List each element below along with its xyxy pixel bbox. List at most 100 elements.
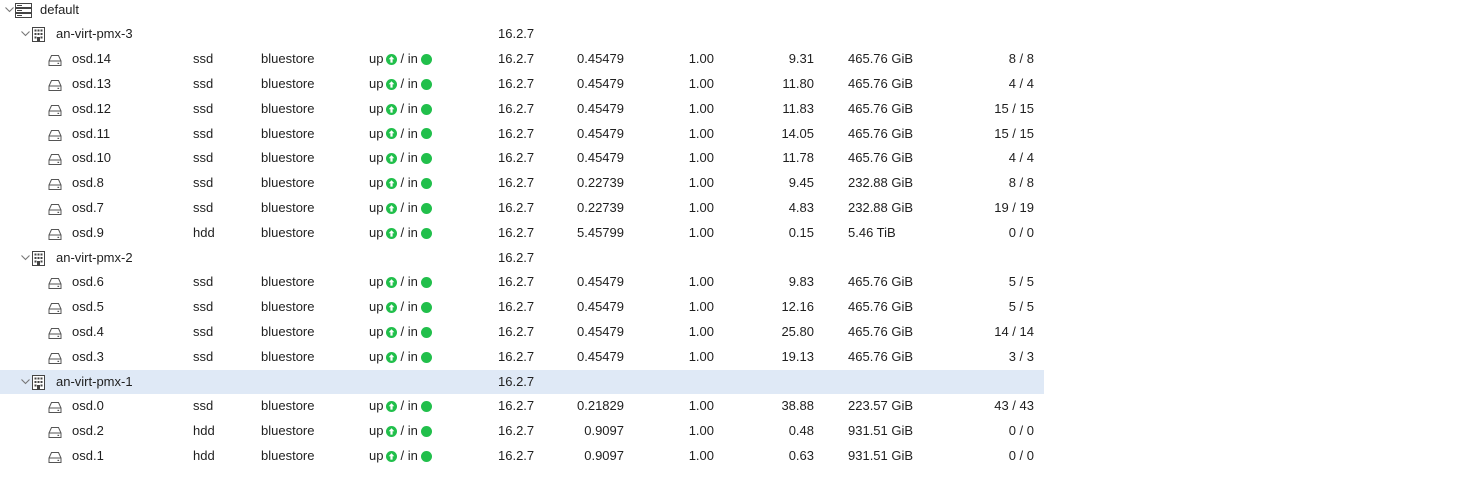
- osd-reweight: 1.00: [688, 125, 714, 141]
- osd-device-class: hdd: [193, 423, 215, 439]
- host-row-an-virt-pmx-1[interactable]: an-virt-pmx-1 16.2.7: [0, 369, 1459, 395]
- arrow-up-circle-icon: [386, 450, 398, 462]
- osd-row[interactable]: osd.3 ssd bluestore up / in 16.2.7 0.45479 1.00…: [0, 345, 1459, 370]
- osd-pgs: 0 / 0: [1008, 448, 1034, 463]
- osd-size: 465.76 GiB: [848, 100, 914, 116]
- osd-device-class: ssd: [193, 348, 214, 364]
- status-up-label: up: [369, 150, 384, 166]
- chevron-down-icon[interactable]: [20, 376, 32, 388]
- osd-row[interactable]: osd.5 ssd bluestore up / in 16.2.7 0.45479 1.00…: [0, 295, 1459, 320]
- osd-device-class: ssd: [193, 51, 214, 67]
- osd-type: bluestore: [261, 324, 315, 339]
- osd-status: up / in: [369, 444, 435, 469]
- osd-row[interactable]: osd.4 ssd bluestore up / in 16.2.7 0.45479 1.00…: [0, 320, 1459, 345]
- building-icon: [32, 27, 45, 43]
- osd-type: bluestore: [261, 224, 315, 240]
- osd-row[interactable]: osd.10 ssd bluestore up / in 16.2.7 0.45479 1.0…: [0, 146, 1459, 171]
- osd-version: 16.2.7: [498, 324, 535, 339]
- osd-weight: 0.9097: [584, 448, 624, 463]
- osd-name: osd.3: [72, 348, 104, 364]
- osd-row[interactable]: osd.9 hdd bluestore up / in 16.2.7 5.45799 1.00…: [0, 221, 1459, 246]
- osd-reweight: 1.00: [688, 76, 714, 91]
- chevron-down-icon[interactable]: [20, 252, 32, 264]
- osd-type: bluestore: [261, 200, 315, 215]
- host-row-an-virt-pmx-2[interactable]: an-virt-pmx-2 16.2.7: [0, 246, 1459, 271]
- osd-row[interactable]: osd.13 ssd bluestore up / in 16.2.7 0.45479 1.0…: [0, 72, 1459, 97]
- status-up-label: up: [369, 348, 384, 364]
- osd-type: bluestore: [261, 299, 315, 315]
- server-rack-icon: [15, 2, 32, 18]
- osd-pgs: 0 / 0: [1008, 423, 1034, 439]
- host-row-an-virt-pmx-3[interactable]: an-virt-pmx-3 16.2.7: [0, 22, 1459, 47]
- status-up-label: up: [369, 224, 384, 240]
- osd-latency: 11.78: [782, 150, 814, 166]
- osd-row[interactable]: osd.11 ssd bluestore up / in 16.2.7 0.45479 1.0…: [0, 122, 1459, 147]
- host-version: 16.2.7: [498, 26, 535, 42]
- osd-latency: 25.80: [781, 324, 814, 339]
- osd-type: bluestore: [261, 175, 315, 191]
- osd-weight: 0.45479: [577, 76, 624, 91]
- osd-device-class: ssd: [193, 299, 214, 315]
- status-in-label: / in: [400, 348, 418, 364]
- tree-root-row[interactable]: default: [0, 0, 1459, 22]
- green-dot-icon: [420, 302, 432, 314]
- osd-name: osd.14: [72, 51, 112, 67]
- osd-size: 232.88 GiB: [848, 175, 914, 191]
- host-name: an-virt-pmx-2: [56, 249, 133, 265]
- osd-pgs: 4 / 4: [1008, 150, 1034, 166]
- osd-row[interactable]: osd.12 ssd bluestore up / in 16.2.7 0.45479 1.0…: [0, 97, 1459, 122]
- osd-device-class: ssd: [193, 398, 214, 414]
- osd-pgs: 3 / 3: [1008, 348, 1034, 364]
- status-up-label: up: [369, 423, 384, 439]
- osd-size: 232.88 GiB: [848, 200, 914, 215]
- osd-latency: 4.83: [788, 200, 814, 215]
- status-up-label: up: [369, 51, 384, 67]
- osd-status: up / in: [369, 295, 435, 320]
- osd-device-class: ssd: [193, 100, 214, 116]
- osd-row[interactable]: osd.7 ssd bluestore up / in 16.2.7 0.22739 1.00…: [0, 196, 1459, 221]
- osd-latency: 12.16: [781, 299, 814, 315]
- osd-status: up / in: [369, 72, 435, 97]
- osd-device-class: hdd: [193, 448, 215, 463]
- chevron-down-icon[interactable]: [4, 4, 16, 16]
- arrow-up-circle-icon: [386, 103, 398, 115]
- osd-pgs: 14 / 14: [994, 324, 1034, 339]
- osd-size: 931.51 GiB: [848, 448, 914, 463]
- hard-disk-icon: [48, 326, 62, 340]
- osd-status: up / in: [369, 320, 435, 345]
- osd-name: osd.4: [72, 324, 104, 339]
- osd-row[interactable]: osd.14 ssd bluestore up / in 16.2.7 0.45479 1.0…: [0, 47, 1459, 72]
- osd-status: up / in: [369, 146, 435, 171]
- osd-size: 465.76 GiB: [848, 51, 914, 67]
- osd-size: 465.76 GiB: [848, 299, 914, 315]
- osd-status: up / in: [369, 270, 435, 295]
- osd-row[interactable]: osd.6 ssd bluestore up / in 16.2.7 0.45479 1.00…: [0, 270, 1459, 295]
- status-in-label: / in: [400, 448, 418, 463]
- osd-status: up / in: [369, 221, 435, 246]
- osd-name: osd.13: [72, 76, 112, 91]
- chevron-down-icon[interactable]: [20, 28, 32, 40]
- osd-type: bluestore: [261, 125, 315, 141]
- osd-latency: 11.83: [782, 100, 814, 116]
- osd-size: 465.76 GiB: [848, 125, 914, 141]
- osd-size: 931.51 GiB: [848, 423, 914, 439]
- osd-reweight: 1.00: [688, 423, 714, 439]
- arrow-up-circle-icon: [386, 426, 398, 438]
- osd-version: 16.2.7: [498, 76, 535, 91]
- osd-reweight: 1.00: [688, 274, 714, 290]
- status-in-label: / in: [400, 324, 418, 339]
- osd-row[interactable]: osd.2 hdd bluestore up / in 16.2.7 0.9097 1.00 0…: [0, 419, 1459, 444]
- osd-latency: 11.80: [782, 76, 814, 91]
- hard-disk-icon: [48, 78, 62, 92]
- osd-latency: 19.13: [781, 348, 814, 364]
- osd-row[interactable]: osd.8 ssd bluestore up / in 16.2.7 0.22739 1.00…: [0, 171, 1459, 196]
- osd-row[interactable]: osd.1 hdd bluestore up / in 16.2.7 0.9097 1.00 0…: [0, 444, 1459, 469]
- osd-pgs: 4 / 4: [1008, 76, 1034, 91]
- osd-weight: 0.45479: [577, 348, 624, 364]
- osd-pgs: 19 / 19: [994, 200, 1034, 215]
- osd-row[interactable]: osd.0 ssd bluestore up / in 16.2.7 0.21829 1.00…: [0, 394, 1459, 419]
- osd-pgs: 43 / 43: [994, 398, 1034, 414]
- status-in-label: / in: [400, 200, 418, 215]
- status-in-label: / in: [400, 299, 418, 315]
